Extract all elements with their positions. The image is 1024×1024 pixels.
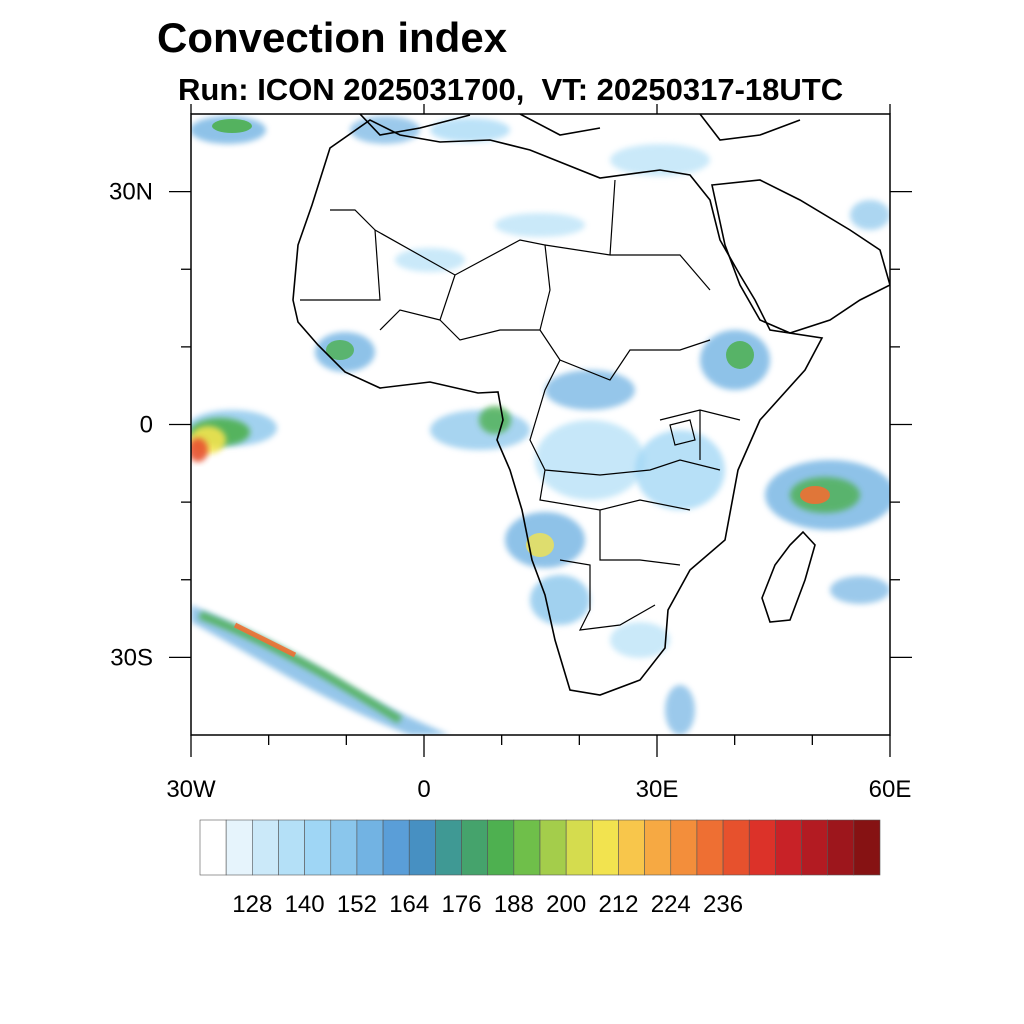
- shading-cell: [665, 685, 695, 735]
- y-tick-label: 30S: [110, 644, 153, 671]
- shading-cell: [530, 575, 590, 625]
- colorbar-box: [330, 819, 358, 876]
- colorbar-box: [382, 819, 410, 876]
- colorbar-box: [487, 819, 515, 876]
- shading-cell: [395, 248, 465, 272]
- colorbar-label: 188: [494, 891, 534, 918]
- colorbar-box: [592, 819, 619, 876]
- shading-cell: [610, 144, 710, 176]
- colorbar-box: [565, 819, 593, 876]
- colorbar-box: [435, 819, 462, 876]
- colorbar-label: 164: [389, 891, 429, 918]
- colorbar-box: [356, 819, 384, 876]
- colorbar-box: [801, 819, 828, 876]
- shading-cell: [850, 200, 890, 230]
- shading-cell: [800, 486, 830, 504]
- colorbar-label: 140: [285, 891, 325, 918]
- colorbar-box: [853, 819, 881, 876]
- x-tick-label: 0: [417, 776, 430, 803]
- chart-subtitle: Run: ICON 2025031700, VT: 20250317-18UTC: [178, 72, 844, 107]
- colorbar-box: [252, 819, 279, 876]
- colorbar-box: [618, 819, 645, 876]
- lake-victoria: [669, 419, 696, 446]
- x-tick-label: 60E: [869, 776, 912, 803]
- shading-cell: [326, 340, 354, 360]
- axis-labels: 30W 0 30E 60E 30N 0 30S: [109, 179, 911, 803]
- colorbar-box: [278, 819, 305, 876]
- convection-shading: [191, 116, 890, 735]
- colorbar-label: 212: [598, 891, 638, 918]
- chart-title: Convection index: [157, 14, 508, 61]
- colorbar-box: [539, 819, 567, 876]
- map-frame: [190, 113, 891, 736]
- colorbar-label: 128: [232, 891, 272, 918]
- colorbar-box: [827, 819, 855, 876]
- shading-cell: [430, 118, 510, 142]
- shading-cell: [610, 622, 670, 658]
- madagascar-coastline: [761, 530, 816, 623]
- shading-cell: [526, 533, 554, 557]
- colorbar-label: 224: [651, 891, 691, 918]
- shading-cell: [545, 370, 635, 410]
- africa-coastline: [292, 119, 824, 696]
- shading-cell: [212, 119, 252, 133]
- shading-cell: [191, 438, 208, 462]
- colorbar-box: [722, 819, 750, 876]
- colorbar-box: [696, 819, 724, 876]
- colorbar-label: 176: [442, 891, 482, 918]
- colorbar-box: [513, 819, 541, 876]
- colorbar-box: [304, 819, 332, 876]
- colorbar-box: [225, 819, 253, 876]
- shading-cell: [726, 341, 754, 369]
- y-tick-label: 0: [140, 412, 153, 439]
- colorbar-box: [670, 819, 698, 876]
- shading-cell: [635, 430, 725, 510]
- colorbar-box: [199, 819, 227, 876]
- shading-cell: [198, 611, 403, 724]
- shading-cell: [495, 213, 585, 237]
- axis-ticks: [169, 104, 912, 757]
- borders: [300, 179, 741, 631]
- shading-cell: [233, 622, 297, 658]
- colorbar-box: [748, 819, 776, 876]
- shading-cell: [479, 406, 511, 434]
- x-tick-label: 30W: [166, 776, 216, 803]
- europe-coastline: [359, 114, 801, 141]
- y-tick-label: 30N: [109, 179, 153, 206]
- colorbar-box: [408, 819, 436, 876]
- shading-cell: [535, 420, 645, 500]
- colorbar-label: 236: [703, 891, 743, 918]
- colorbar-box: [461, 819, 488, 876]
- colorbar-box: [644, 819, 672, 876]
- coastlines: [292, 114, 890, 696]
- x-tick-label: 30E: [636, 776, 679, 803]
- colorbar: 128 140 152 164 176 188 200 212 224 236: [199, 819, 881, 918]
- arabia-coastline: [711, 179, 890, 334]
- colorbar-box: [775, 819, 802, 876]
- shading-cell: [830, 576, 890, 604]
- colorbar-label: 200: [546, 891, 586, 918]
- colorbar-label: 152: [337, 891, 377, 918]
